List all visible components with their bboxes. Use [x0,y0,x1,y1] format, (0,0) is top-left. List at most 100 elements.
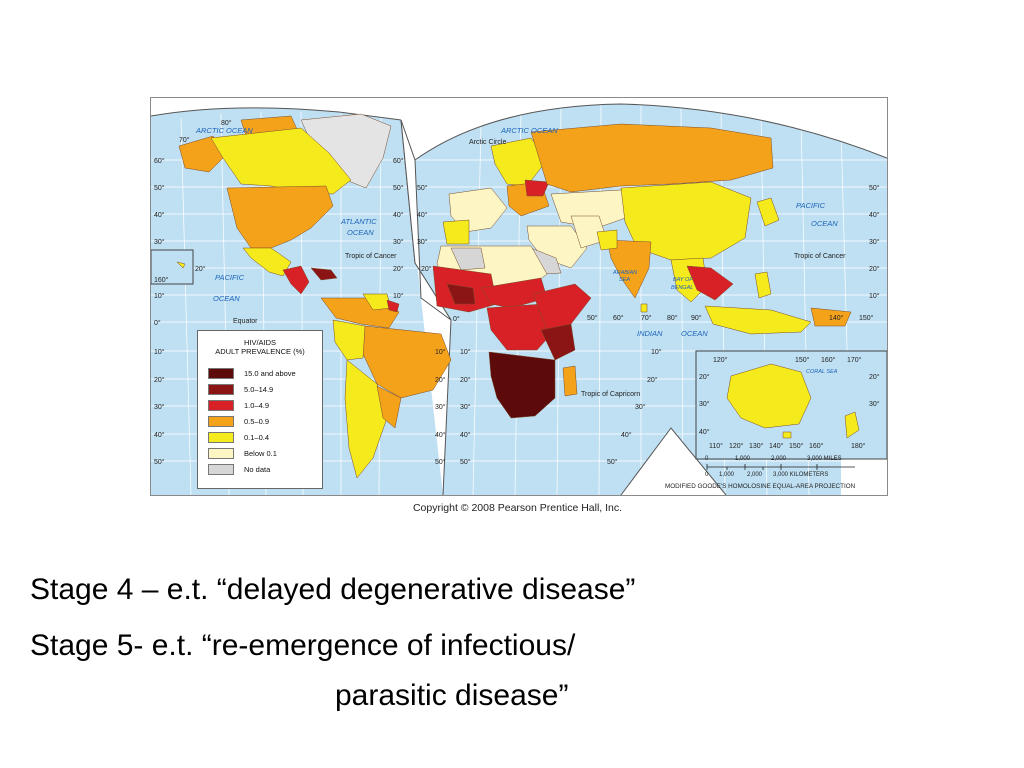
deg-inset-bottom: 140° [769,442,784,450]
deg-mid-d: 30° [460,403,471,411]
deg-inset-bottom: 160° [809,442,824,450]
deg-lon: 50° [587,314,598,322]
arabian-label-1: ARABIAN [612,270,637,276]
legend-label: 15.0 and above [244,369,296,378]
lobe-cut-gap [400,119,452,321]
deg-africa: 40° [621,431,632,439]
deg-inset-top: 150° [795,356,810,364]
deg-inset-bottom: 130° [749,442,764,450]
deg-right: 20° [869,265,880,273]
southern-cone [376,385,402,429]
deg-inset-left: 30° [699,400,710,408]
deg-right: 10° [869,292,880,300]
legend-title-line2: ADULT PREVALENCE (%) [215,347,305,356]
madagascar [562,365,578,397]
deg-lon: 60° [613,314,624,322]
scale-line [706,464,855,470]
deg-top-70: 70° [179,136,190,144]
new-zealand [844,411,860,439]
pacific-left-label-2: OCEAN [213,294,240,303]
pacific-left-label-1: PACIFIC [215,273,245,282]
scale-miles-tick: 0 [705,456,709,462]
papua [810,307,852,327]
hawaii-inset [151,249,194,285]
legend-swatch [208,400,234,411]
deg-mid-d: 20° [460,376,471,384]
deg-mid-d: 50° [460,458,471,466]
legend-swatch [208,432,234,443]
legend-swatch [208,464,234,475]
tropic-cancer-left-label: Tropic of Cancer [345,253,397,260]
brazil [362,325,452,399]
philippines [754,271,772,299]
legend-swatch [208,368,234,379]
peru-bolivia [332,319,366,361]
deg-mid-b: 20° [421,265,432,273]
legend-item: Below 0.1 [208,448,318,460]
deg-right: 50° [869,184,880,192]
deg-mid-c: 30° [435,403,446,411]
deg-lon: 70° [641,314,652,322]
legend-title-line1: HIV/AIDS [243,338,277,347]
scale-km-tick: 2,000 [747,472,763,478]
arctic-ocean-right-label: ARCTIC OCEAN [500,126,558,135]
central-america [282,265,310,295]
kenya-tanzania [540,323,576,361]
deg-mid-c: 10° [435,348,446,356]
deg-mid-a: 30° [393,238,404,246]
legend-label: 1.0–4.9 [244,401,270,410]
hawaii-islands [176,261,186,269]
usa [226,185,334,249]
deg-inset-right: 30° [869,400,880,408]
degree-labels: 80° 70° 60° 50° 40° 30° 20° 10° 0° 10° 2… [154,119,880,466]
legend-label: 5.0–14.9 [244,385,274,394]
scale-miles-tick: 1,000 [735,456,751,462]
australia-group [176,261,860,439]
legend-label: 0.5–0.9 [244,417,270,426]
korea-japan [756,197,780,227]
deg-mid-a: 20° [393,265,404,273]
deg-mid-c: 40° [435,431,446,439]
australia [726,363,812,429]
top-outline [151,103,887,161]
deg-lon: 90° [691,314,702,322]
suriname [386,299,400,313]
tasmania [782,431,792,439]
deg-mid-b: 50° [417,184,428,192]
alaska [178,135,224,173]
deg-mid-b: 40° [417,211,428,219]
deg-left: 30° [154,403,165,411]
deg-lon: 140° [829,314,844,322]
deg-mid-a: 10° [393,292,404,300]
legend-label: 0.1–0.4 [244,433,270,442]
ocean-labels: ARCTIC OCEAN ARCTIC OCEAN ATLANTIC OCEAN… [195,126,838,375]
legend-item: 0.1–0.4 [208,432,318,444]
deg-left: 20° [154,376,165,384]
west-africa-dark [446,283,476,305]
legend-item: 5.0–14.9 [208,384,318,396]
deg-right: 30° [869,238,880,246]
legend-swatch [208,384,234,395]
deg-mid-c: 20° [435,376,446,384]
central-asia [550,189,632,229]
deg-inset-bottom: 110° [709,442,723,450]
deg-left: 50° [154,184,165,192]
deg-left: 30° [154,238,165,246]
iberia [442,219,470,245]
deg-mid-a: 50° [393,184,404,192]
deg-mid-d: 10° [460,348,471,356]
bengal-label-2: BENGAL [671,285,693,291]
legend-item: 1.0–4.9 [208,400,318,412]
middle-east [526,225,588,269]
scale-miles-tick: 3,000 MILES [807,456,842,462]
sri-lanka [640,303,648,313]
deg-right: 40° [869,211,880,219]
deg-lon: 80° [667,314,678,322]
deg-top-80: 80° [221,119,232,127]
deg-inset-top: 170° [847,356,862,364]
landmasses [178,113,852,479]
deg-inset-right: 20° [869,373,880,381]
deg-left: 0° [154,319,161,327]
coral-sea-label: CORAL SEA [806,369,838,375]
deg-africa: 10° [651,348,662,356]
